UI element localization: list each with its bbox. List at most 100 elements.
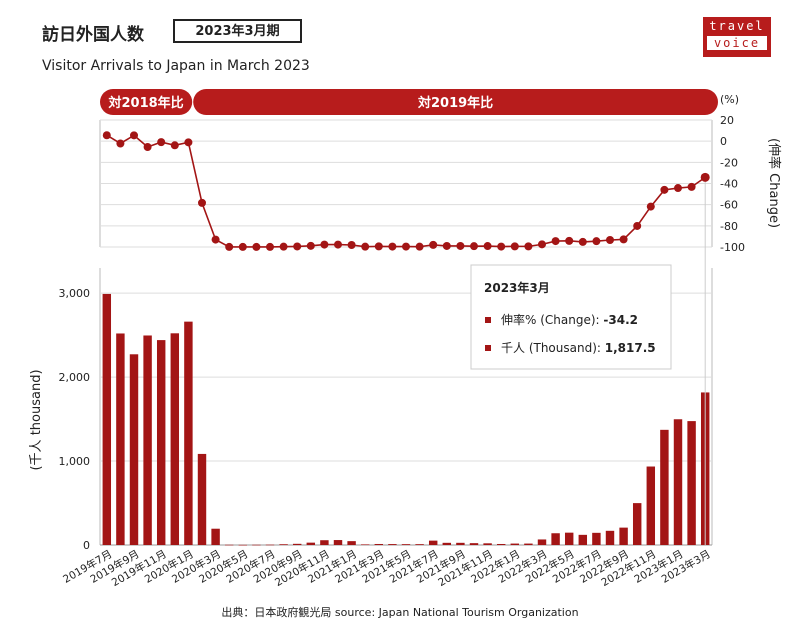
change-point xyxy=(238,242,247,251)
change-point xyxy=(551,237,560,246)
arrivals-tick-label: 1,000 xyxy=(59,455,91,468)
change-tick-label: -60 xyxy=(720,199,738,212)
change-point xyxy=(592,237,601,246)
change-point xyxy=(402,242,410,251)
arrivals-bar xyxy=(102,293,112,545)
change-point xyxy=(606,236,614,245)
arrivals-bar xyxy=(646,466,656,545)
travelvoice-logo: travel voice xyxy=(703,17,771,57)
change-point xyxy=(225,242,234,251)
change-point xyxy=(157,138,166,147)
band-label: 対2019年比 xyxy=(417,95,493,111)
arrivals-bar xyxy=(143,335,152,545)
change-point xyxy=(619,235,628,244)
arrivals-bar xyxy=(687,421,696,545)
change-point xyxy=(674,184,682,193)
change-tick-label: -100 xyxy=(720,241,745,254)
change-point xyxy=(170,141,179,150)
change-point xyxy=(524,242,533,251)
change-point xyxy=(538,240,546,249)
arrivals-bar xyxy=(632,503,642,545)
arrivals-bar xyxy=(170,333,180,545)
change-point xyxy=(497,242,506,251)
change-point xyxy=(211,235,220,244)
change-point xyxy=(388,242,397,251)
change-point xyxy=(660,185,669,194)
band-1 xyxy=(100,89,193,115)
source-note: 出典：日本政府観光局 source: Japan National Touris… xyxy=(221,606,579,619)
arrivals-bar xyxy=(483,543,492,545)
change-line xyxy=(106,134,706,248)
page-subtitle: Visitor Arrivals to Japan in March 2023 xyxy=(42,58,310,74)
arrivals-bar xyxy=(156,340,166,545)
change-point xyxy=(252,242,261,251)
change-point xyxy=(633,221,642,230)
change-point xyxy=(565,236,574,245)
change-point xyxy=(334,240,342,249)
tooltip-line-marker xyxy=(485,317,491,323)
change-point xyxy=(116,139,125,148)
arrivals-bar xyxy=(537,539,547,545)
arrivals-bar xyxy=(415,544,424,545)
arrivals-bar xyxy=(211,528,220,545)
arrivals-bar xyxy=(605,530,615,545)
change-point xyxy=(184,138,193,147)
logo-line2: voice xyxy=(707,36,767,50)
change-point xyxy=(578,237,587,246)
arrivals-bar xyxy=(116,333,125,545)
arrivals-bar xyxy=(360,544,370,546)
tooltip-line-label: 伸率% (Change): xyxy=(501,312,603,327)
change-point xyxy=(646,202,655,211)
change-point xyxy=(687,182,696,191)
band-label: 対2018年比 xyxy=(108,95,184,111)
arrivals-bar xyxy=(184,321,193,545)
change-tick-label: -40 xyxy=(720,178,738,191)
change-point xyxy=(442,241,451,250)
change-tick-label: 20 xyxy=(720,114,734,127)
arrivals-bar xyxy=(524,543,533,545)
arrivals-bar xyxy=(238,544,248,546)
arrivals-bar xyxy=(469,543,479,545)
arrivals-bar xyxy=(265,544,275,546)
arrivals-tick-label: 2,000 xyxy=(59,371,91,384)
change-unit-label: (%) xyxy=(720,93,739,106)
change-line-layer xyxy=(102,131,710,545)
change-point xyxy=(320,240,329,249)
arrivals-bar xyxy=(510,543,520,545)
change-point xyxy=(429,240,438,249)
change-point xyxy=(700,172,710,182)
change-point xyxy=(415,242,424,251)
arrivals-bar xyxy=(252,544,261,546)
change-panel-grid: 20 0 -20 -40 -60 -80 -100 (%) (伸率 Change) xyxy=(99,93,782,254)
tooltip-title: 2023年3月 xyxy=(484,280,550,295)
tooltip-bar-row: 千人 (Thousand): 1,817.5 xyxy=(501,341,656,355)
arrivals-bar xyxy=(292,543,302,545)
arrivals-bar xyxy=(401,544,411,545)
period-badge: 2023年3月期 xyxy=(173,19,302,43)
arrivals-bar xyxy=(129,354,139,545)
arrivals-bar xyxy=(456,542,465,545)
arrivals-bar xyxy=(496,543,506,545)
arrivals-bar xyxy=(388,544,397,545)
tooltip-bar-label: 千人 (Thousand): xyxy=(501,341,605,355)
change-point xyxy=(374,242,383,251)
arrivals-bar xyxy=(428,540,438,545)
arrivals-bar xyxy=(442,542,452,545)
arrivals-bar xyxy=(673,419,683,545)
arrivals-bar xyxy=(551,533,560,545)
change-tick-label: 0 xyxy=(720,135,727,148)
arrivals-bar xyxy=(578,534,588,545)
tooltip-line-value: -34.2 xyxy=(603,313,638,327)
comparison-bands: 対2018年比 対2019年比 xyxy=(100,89,718,115)
arrivals-tick-label: 3,000 xyxy=(59,287,91,300)
change-point xyxy=(279,242,288,251)
page-title: 訪日外国人数 xyxy=(42,25,144,45)
arrivals-bar xyxy=(197,453,207,545)
tooltip-line-row: 伸率% (Change): -34.2 xyxy=(501,312,638,327)
change-tick-label: -80 xyxy=(720,220,738,233)
change-point xyxy=(143,142,152,151)
change-point xyxy=(347,240,356,249)
arrivals-bar xyxy=(347,541,356,545)
arrivals-tick-label: 0 xyxy=(83,539,90,552)
